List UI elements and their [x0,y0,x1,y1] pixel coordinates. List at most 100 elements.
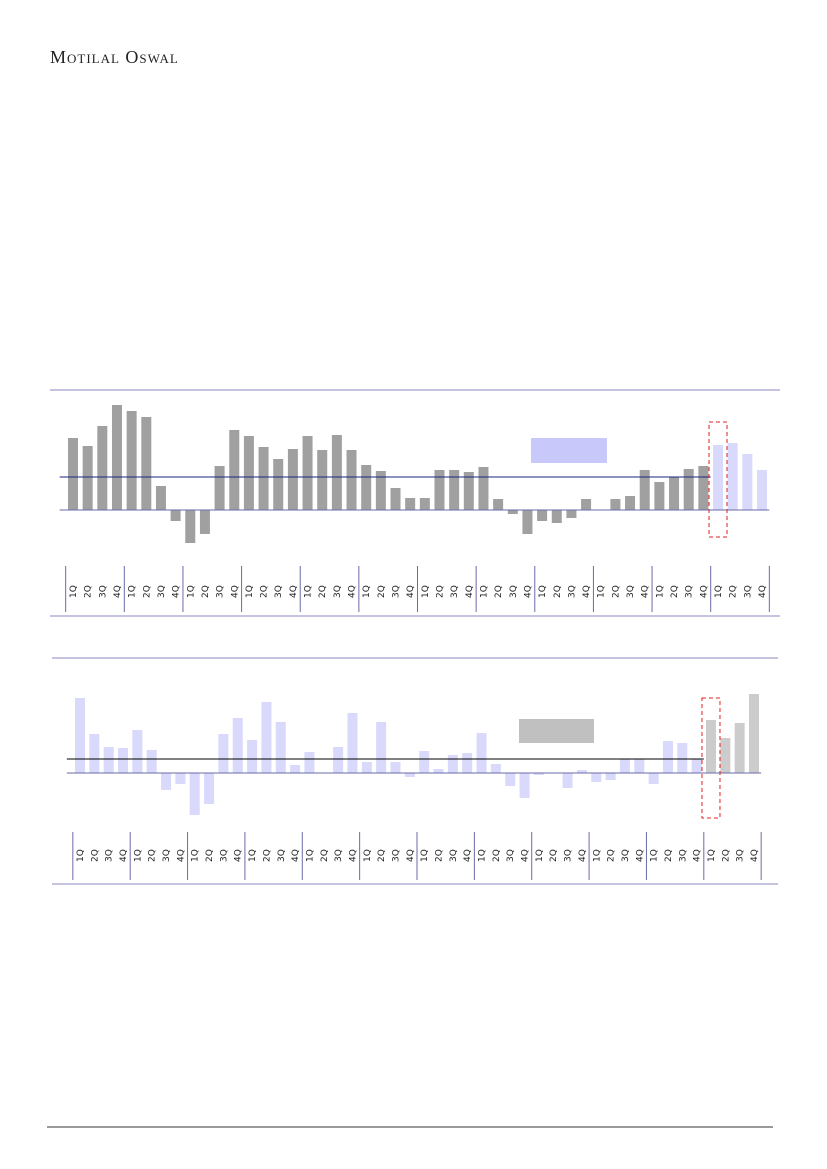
x-tick-label: 2Q [729,585,739,598]
bar [346,450,357,510]
x-tick-label: 4Q [758,585,768,598]
bar [551,510,562,523]
x-tick-label: 3Q [626,585,636,598]
x-tick-label: 2Q [142,585,152,598]
bar [610,499,621,510]
x-tick-label: 4Q [348,849,358,862]
bar [347,713,358,773]
bar [566,510,577,518]
bar [118,748,129,773]
bar [463,472,474,510]
x-tick-label: 4Q [523,585,533,598]
bar [261,702,272,773]
x-tick-label: 3Q [219,849,229,862]
bar [333,747,344,773]
bar [287,449,298,510]
bar [89,734,100,773]
x-tick-label: 2Q [201,585,211,598]
x-tick-label: 1Q [76,849,86,862]
x-tick-label: 4Q [582,585,592,598]
x-tick-label: 2Q [549,849,559,862]
x-tick-label: 1Q [479,585,489,598]
x-tick-label: 2Q [721,849,731,862]
x-tick-label: 2Q [318,585,328,598]
bar [478,467,489,510]
bar [97,426,108,510]
bar [185,510,196,543]
bar [126,411,137,510]
bar [68,438,78,510]
bar [605,773,616,780]
x-tick-label: 4Q [291,849,301,862]
x-tick-label: 4Q [230,585,240,598]
x-tick-label: 3Q [450,585,460,598]
x-tick-label: 2Q [262,849,272,862]
x-tick-label: 4Q [119,849,129,862]
bar [161,773,172,790]
x-tick-label: 2Q [84,585,94,598]
x-tick-label: 3Q [567,585,577,598]
bar [302,436,313,510]
x-tick-label: 3Q [678,849,688,862]
bar [214,466,225,510]
x-tick-label: 1Q [478,849,488,862]
bar [720,738,731,773]
bar [447,755,458,773]
x-tick-label: 3Q [736,849,746,862]
x-tick-label: 2Q [148,849,158,862]
bar [218,734,229,773]
bar [749,694,759,773]
x-tick-label: 2Q [611,585,621,598]
x-tick-label: 4Q [463,849,473,862]
x-tick-label: 3Q [564,849,574,862]
forecast-highlight [701,697,721,819]
bar [247,740,258,773]
bar [591,773,602,782]
bar [141,417,152,510]
bar [175,773,186,784]
x-tick-label: 4Q [750,849,760,862]
x-tick-label: 3Q [685,585,695,598]
bar [654,482,665,510]
x-tick-label: 1Q [304,585,314,598]
x-tick-label: 2Q [90,849,100,862]
x-tick-label: 2Q [320,849,330,862]
bar [522,510,533,534]
x-tick-label: 1Q [186,585,196,598]
bar [493,499,504,510]
x-tick-label: 2Q [205,849,215,862]
bar [170,510,181,521]
bar [669,477,680,510]
x-tick-label: 4Q [176,849,186,862]
x-tick-label: 3Q [274,585,284,598]
bar [273,459,284,510]
bar [683,469,694,510]
bar [507,510,518,514]
x-tick-label: 1Q [707,849,717,862]
bar [331,435,342,510]
bar [390,488,401,510]
x-tick-label: 2Q [664,849,674,862]
x-tick-label: 4Q [113,585,123,598]
bar [625,496,636,510]
x-tick-label: 4Q [172,585,182,598]
x-tick-label: 3Q [391,849,401,862]
x-tick-label: 4Q [693,849,703,862]
x-tick-label: 2Q [260,585,270,598]
x-tick-label: 1Q [535,849,545,862]
bar [304,752,315,773]
bar [199,510,210,534]
x-tick-label: 1Q [245,585,255,598]
bar [433,769,444,773]
x-tick-label: 2Q [670,585,680,598]
x-tick-label: 4Q [578,849,588,862]
bar [82,446,93,510]
bar [581,499,592,510]
bar [734,723,745,773]
x-tick-label: 4Q [699,585,709,598]
bar [404,773,415,777]
x-tick-label: 3Q [449,849,459,862]
x-tick-label: 4Q [348,585,358,598]
x-tick-label: 3Q [162,849,172,862]
bar [634,759,645,773]
